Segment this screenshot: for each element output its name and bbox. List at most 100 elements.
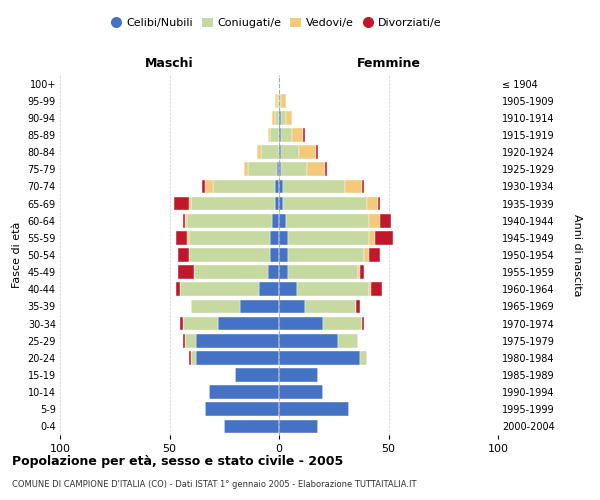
- Bar: [189, 248, 270, 262]
- Bar: [360, 266, 364, 279]
- Bar: [185, 334, 196, 347]
- Bar: [283, 196, 367, 210]
- Bar: [369, 231, 376, 244]
- Bar: [279, 214, 286, 228]
- Bar: [270, 128, 279, 142]
- Bar: [281, 162, 307, 176]
- Bar: [279, 248, 288, 262]
- Bar: [275, 196, 279, 210]
- Bar: [362, 316, 364, 330]
- Bar: [277, 162, 279, 176]
- Y-axis label: Fasce di età: Fasce di età: [12, 222, 22, 288]
- Bar: [259, 282, 279, 296]
- Bar: [279, 282, 296, 296]
- Bar: [182, 214, 185, 228]
- Bar: [181, 316, 182, 330]
- Bar: [338, 334, 358, 347]
- Bar: [296, 282, 369, 296]
- Bar: [345, 180, 362, 194]
- Bar: [307, 162, 325, 176]
- Bar: [283, 180, 344, 194]
- Bar: [275, 111, 279, 124]
- Bar: [218, 316, 279, 330]
- Bar: [270, 231, 279, 244]
- Bar: [239, 300, 279, 314]
- Bar: [325, 162, 327, 176]
- Bar: [182, 334, 185, 347]
- Bar: [279, 128, 281, 142]
- Bar: [279, 196, 283, 210]
- Bar: [191, 300, 239, 314]
- Bar: [356, 300, 360, 314]
- Bar: [257, 146, 262, 159]
- Bar: [277, 94, 279, 108]
- Bar: [358, 266, 360, 279]
- Bar: [248, 162, 277, 176]
- Bar: [268, 266, 279, 279]
- Bar: [209, 386, 279, 399]
- Bar: [279, 180, 283, 194]
- Text: Maschi: Maschi: [145, 57, 194, 70]
- Bar: [376, 231, 393, 244]
- Bar: [178, 266, 194, 279]
- Bar: [178, 248, 189, 262]
- Bar: [279, 316, 323, 330]
- Bar: [191, 196, 275, 210]
- Bar: [279, 111, 281, 124]
- Bar: [279, 386, 323, 399]
- Bar: [214, 180, 275, 194]
- Bar: [288, 231, 369, 244]
- Bar: [281, 146, 299, 159]
- Bar: [194, 266, 268, 279]
- Bar: [268, 128, 270, 142]
- Text: Popolazione per età, sesso e stato civile - 2005: Popolazione per età, sesso e stato civil…: [12, 455, 343, 468]
- Bar: [244, 162, 248, 176]
- Bar: [303, 128, 305, 142]
- Bar: [279, 420, 319, 434]
- Text: Femmine: Femmine: [356, 57, 421, 70]
- Bar: [281, 111, 286, 124]
- Bar: [279, 334, 338, 347]
- Bar: [360, 351, 367, 364]
- Bar: [176, 282, 181, 296]
- Bar: [205, 402, 279, 416]
- Bar: [281, 94, 286, 108]
- Bar: [189, 196, 191, 210]
- Bar: [316, 146, 319, 159]
- Bar: [281, 128, 292, 142]
- Bar: [189, 231, 270, 244]
- Bar: [279, 94, 281, 108]
- Bar: [262, 146, 279, 159]
- Bar: [189, 351, 191, 364]
- Bar: [187, 214, 272, 228]
- Bar: [196, 334, 279, 347]
- Bar: [185, 214, 187, 228]
- Bar: [279, 300, 305, 314]
- Bar: [272, 214, 279, 228]
- Y-axis label: Anni di nascita: Anni di nascita: [572, 214, 582, 296]
- Bar: [181, 282, 259, 296]
- Bar: [191, 351, 196, 364]
- Bar: [174, 196, 189, 210]
- Bar: [305, 300, 356, 314]
- Bar: [380, 214, 391, 228]
- Bar: [369, 214, 380, 228]
- Bar: [182, 316, 218, 330]
- Bar: [299, 146, 316, 159]
- Bar: [288, 266, 358, 279]
- Bar: [224, 420, 279, 434]
- Bar: [187, 231, 189, 244]
- Bar: [292, 128, 303, 142]
- Bar: [364, 248, 369, 262]
- Bar: [272, 111, 275, 124]
- Text: COMUNE DI CAMPIONE D'ITALIA (CO) - Dati ISTAT 1° gennaio 2005 - Elaborazione TUT: COMUNE DI CAMPIONE D'ITALIA (CO) - Dati …: [12, 480, 416, 489]
- Bar: [279, 402, 349, 416]
- Bar: [377, 196, 380, 210]
- Bar: [279, 231, 288, 244]
- Bar: [270, 248, 279, 262]
- Bar: [371, 282, 382, 296]
- Bar: [275, 94, 277, 108]
- Bar: [279, 162, 281, 176]
- Bar: [323, 316, 362, 330]
- Bar: [202, 180, 205, 194]
